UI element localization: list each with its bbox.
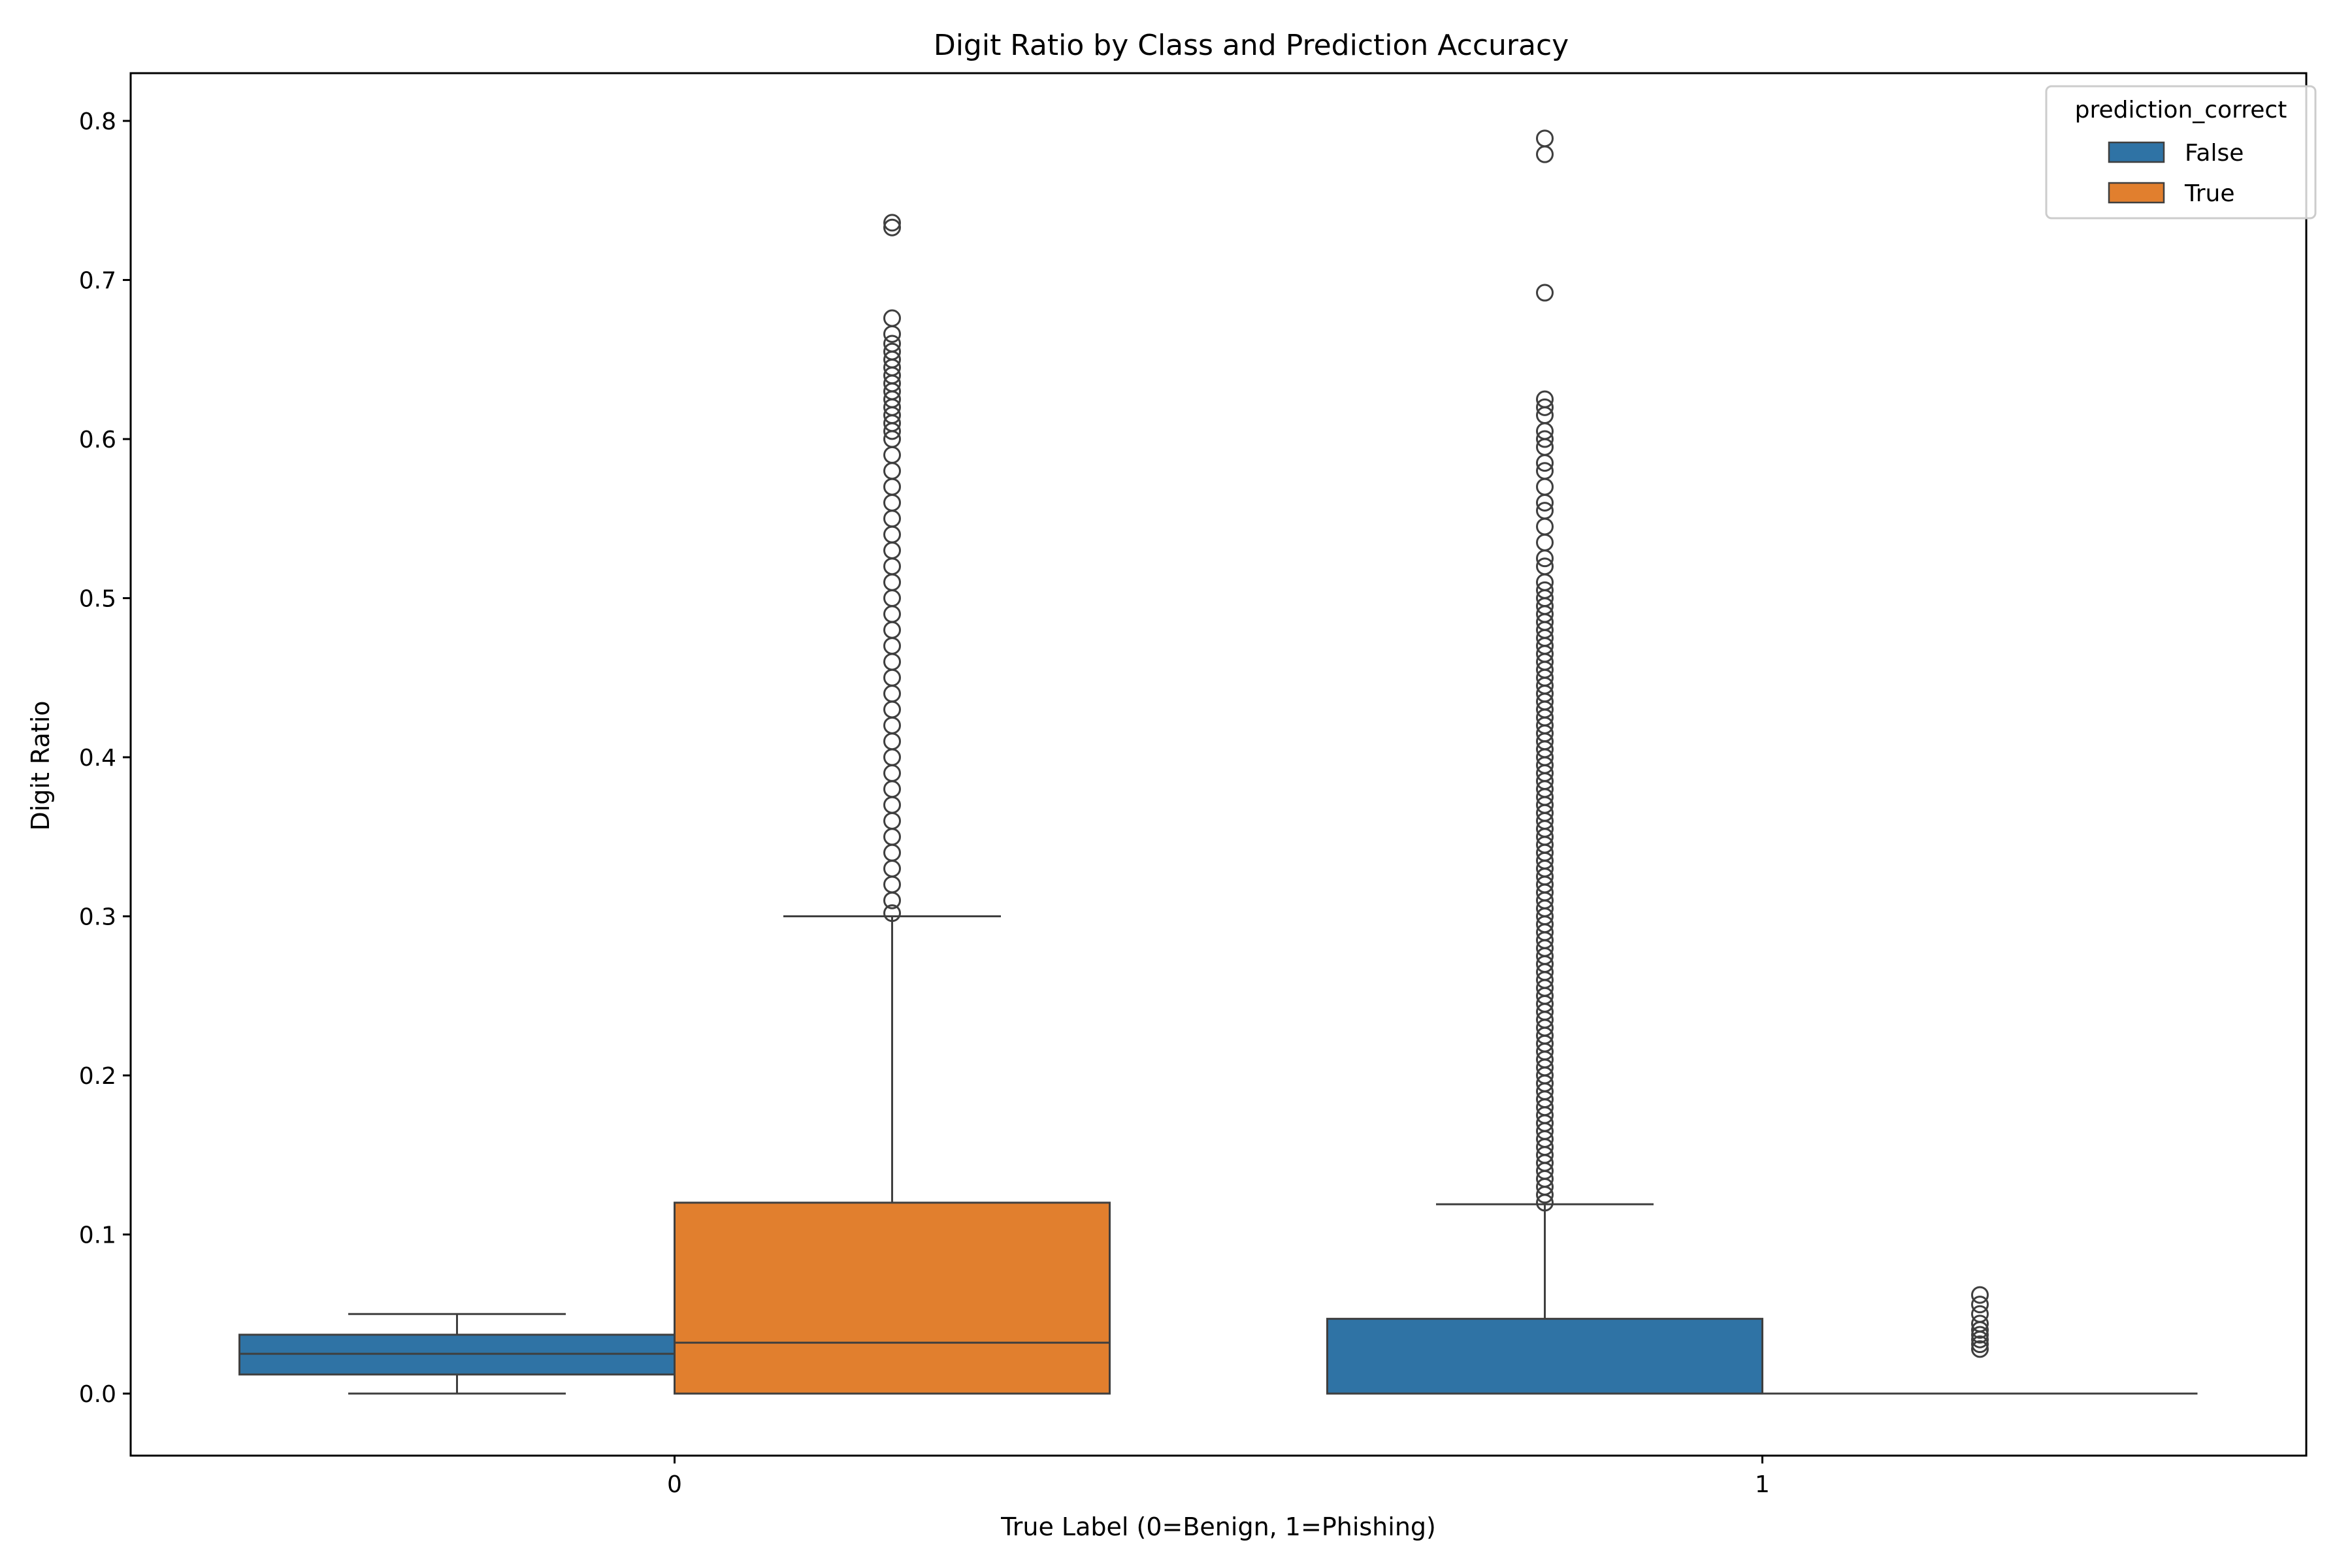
box-true-label-0-outlier <box>883 335 901 353</box>
legend-swatch-false <box>2108 141 2165 163</box>
box-false-label-1-outlier <box>1536 557 1554 576</box>
box-true-label-0-outlier <box>883 218 901 237</box>
box-false-label-1 <box>1326 129 1763 1395</box>
box-true-label-1 <box>1762 1286 2198 1395</box>
box-true-label-1-outlier <box>1971 1335 1989 1354</box>
y-tick-label: 0.3 <box>79 904 116 931</box>
box-false-label-1-outlier <box>1536 129 1554 148</box>
box-false-label-1-outlier <box>1536 398 1554 416</box>
y-tick-label: 0.8 <box>79 108 116 135</box>
legend: prediction_correct False True <box>2045 85 2317 220</box>
box-true-label-1-outlier <box>1971 1326 1989 1344</box>
box-false-label-1-outlier <box>1536 502 1554 520</box>
box-true-label-0-outlier <box>883 342 901 361</box>
box-false-label-1-outlier <box>1536 462 1554 480</box>
box-true-label-0-outlier <box>883 214 901 232</box>
box-true-label-0-outlier <box>883 309 901 327</box>
y-tick-label: 0.0 <box>79 1381 116 1408</box>
y-tick-label: 0.7 <box>79 268 116 295</box>
x-axis-label: True Label (0=Benign, 1=Phishing) <box>1000 1512 1436 1541</box>
box-true-label-0-outlier <box>883 904 901 923</box>
x-tick-label: 0 <box>667 1471 682 1498</box>
y-axis-label: Digit Ratio <box>26 700 55 830</box>
plot-frame <box>129 72 2308 1457</box>
box-true-label-0-iqr-box <box>674 1201 1111 1395</box>
box-true-label-0 <box>674 214 1111 1395</box>
x-tick-label: 1 <box>1755 1471 1770 1498</box>
legend-label-false: False <box>2185 140 2244 167</box>
box-false-label-1-iqr-box <box>1326 1318 1763 1395</box>
box-true-label-1-outlier <box>1971 1305 1989 1323</box>
axes: 0.0 0.1 0.2 0.3 0.4 0.5 0.6 0.7 0.8 0 1 <box>79 108 1770 1498</box>
plot-area <box>238 129 2198 1395</box>
y-tick-label: 0.1 <box>79 1222 116 1249</box>
y-tick-label: 0.6 <box>79 427 116 453</box>
box-false-label-1-outlier <box>1536 390 1554 408</box>
chart-title: Digit Ratio by Class and Prediction Accu… <box>934 29 1569 62</box>
box-false-label-1-outlier <box>1536 284 1554 302</box>
legend-label-true: True <box>2184 180 2234 207</box>
box-false-label-1-outlier <box>1536 581 1554 599</box>
box-false-label-1-outlier <box>1536 430 1554 448</box>
box-false-label-0 <box>238 1313 676 1395</box>
legend-title: prediction_correct <box>2075 97 2287 123</box>
legend-swatch-true <box>2108 182 2165 204</box>
box-true-label-1-outlier <box>1971 1286 1989 1304</box>
y-tick-label: 0.4 <box>79 745 116 772</box>
box-true-label-1-outlier <box>1971 1340 1989 1358</box>
box-true-label-1-outlier <box>1971 1296 1989 1314</box>
y-tick-label: 0.2 <box>79 1063 116 1090</box>
y-tick-label: 0.5 <box>79 586 116 613</box>
box-true-label-1-outlier <box>1971 1315 1989 1333</box>
